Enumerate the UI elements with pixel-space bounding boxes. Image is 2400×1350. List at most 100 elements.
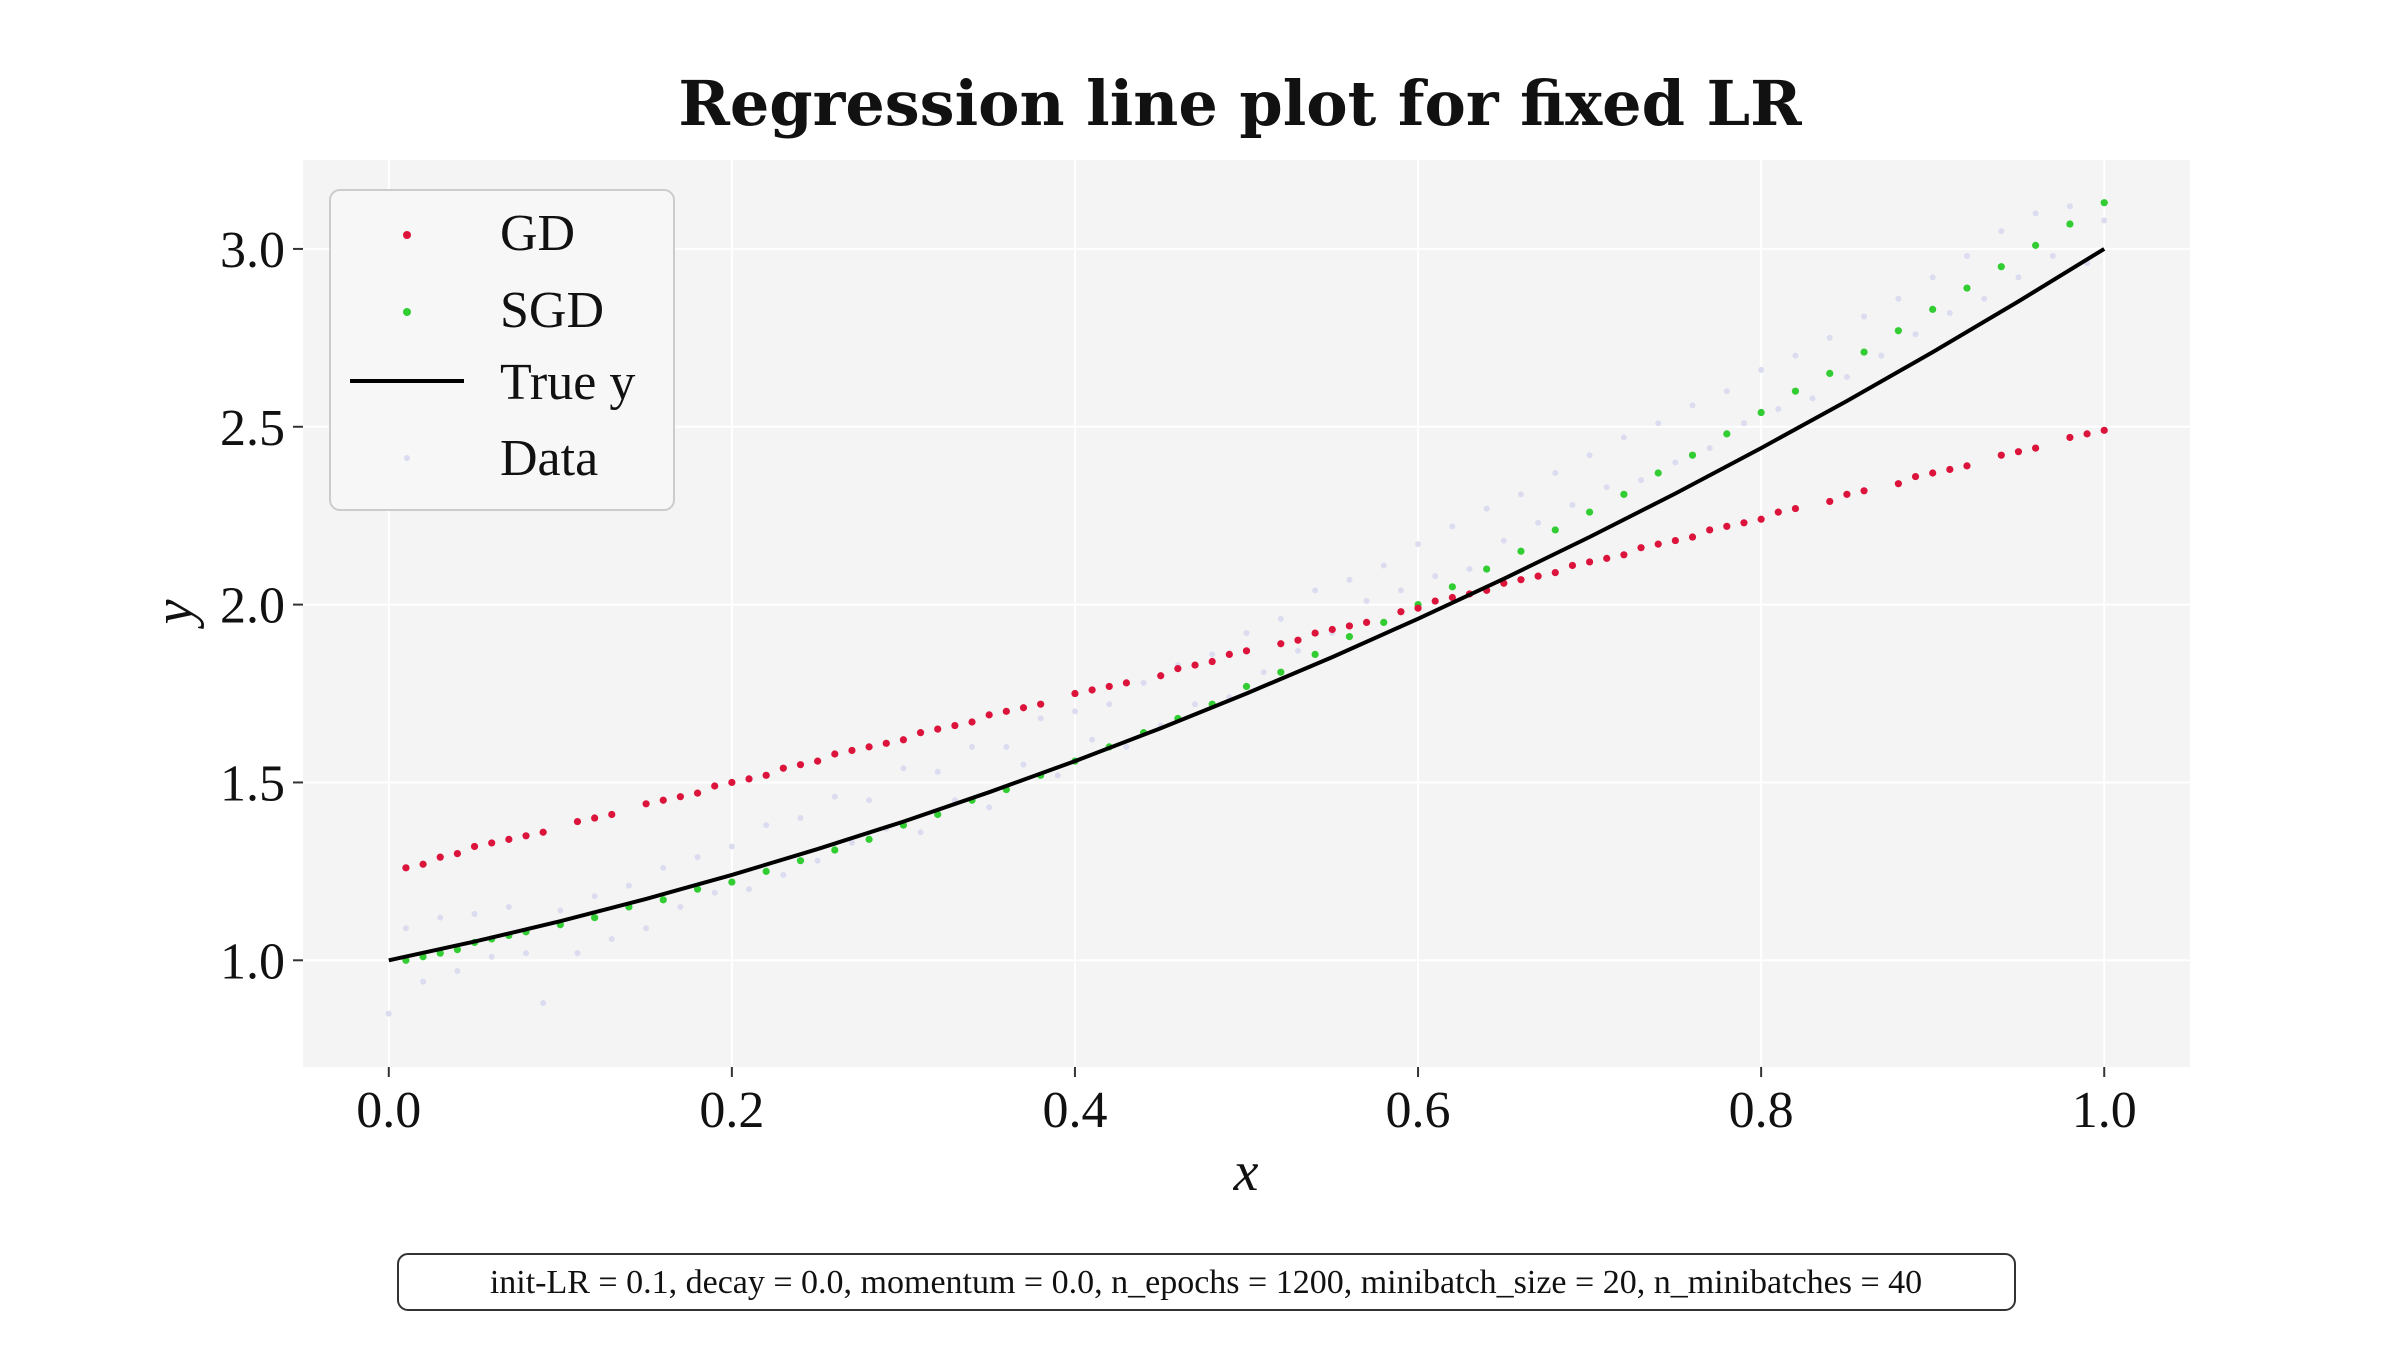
data-point bbox=[1792, 352, 1799, 359]
gd-point bbox=[1397, 608, 1405, 616]
data-point bbox=[934, 768, 941, 775]
data-point bbox=[1123, 743, 1130, 750]
data-point bbox=[1775, 405, 1782, 412]
data-point bbox=[1192, 701, 1199, 708]
y-axis-label: y bbox=[143, 599, 205, 629]
gd-point bbox=[1911, 472, 1920, 481]
data-point bbox=[746, 886, 753, 893]
data-point bbox=[574, 950, 581, 957]
data-point bbox=[1054, 772, 1061, 779]
sgd-point bbox=[453, 946, 461, 954]
data-point bbox=[1346, 576, 1353, 583]
gd-point bbox=[1311, 629, 1319, 637]
data-point bbox=[1672, 459, 1679, 466]
gd-point bbox=[1929, 469, 1937, 477]
data-point bbox=[1312, 587, 1319, 594]
data-point bbox=[1363, 598, 1370, 605]
gd-point bbox=[1894, 480, 1902, 488]
sgd-point bbox=[1860, 348, 1868, 356]
true-y-layer bbox=[388, 247, 2106, 963]
data-point bbox=[848, 839, 855, 846]
data-point bbox=[505, 903, 512, 910]
sgd-point bbox=[2100, 199, 2108, 207]
gd-point bbox=[814, 757, 822, 765]
data-point bbox=[694, 854, 701, 861]
gd-point bbox=[419, 860, 427, 868]
gd-point bbox=[1860, 487, 1868, 495]
data-point bbox=[1500, 537, 1507, 544]
data-point bbox=[1569, 502, 1576, 509]
gd-point bbox=[1122, 679, 1131, 687]
data-point bbox=[1037, 715, 1044, 722]
gd-point bbox=[1294, 636, 1302, 644]
legend-label-data: Data bbox=[500, 430, 598, 487]
data-point bbox=[1895, 295, 1902, 302]
gd-point bbox=[899, 736, 908, 744]
gd-point bbox=[1706, 526, 1714, 534]
sgd-point bbox=[693, 885, 702, 893]
x-tick-label: 0.6 bbox=[1386, 1082, 1451, 1139]
data-point bbox=[643, 925, 650, 932]
gd-point bbox=[745, 775, 753, 783]
data-point bbox=[2015, 274, 2022, 281]
hyperparameter-footer: init-LR = 0.1, decay = 0.0, momentum = 0… bbox=[397, 1253, 2016, 1311]
gd-point bbox=[453, 849, 461, 858]
x-tick-label: 0.2 bbox=[699, 1082, 764, 1139]
gd-point bbox=[848, 746, 856, 755]
data-point bbox=[540, 999, 547, 1006]
data-point bbox=[1020, 761, 1027, 768]
gd-point bbox=[1654, 540, 1662, 548]
gd-point bbox=[1791, 504, 1800, 513]
gd-point bbox=[1723, 522, 1731, 530]
data-point bbox=[1586, 452, 1593, 459]
data-point bbox=[1517, 491, 1524, 498]
x-tick-label: 0.4 bbox=[1042, 1082, 1107, 1139]
sgd-point bbox=[2066, 220, 2074, 228]
data-point bbox=[1260, 669, 1267, 676]
gd-point bbox=[2014, 448, 2023, 456]
gd-point bbox=[796, 761, 805, 769]
sgd-point bbox=[1963, 284, 1971, 292]
data-point bbox=[1277, 615, 1284, 622]
sgd-point bbox=[1551, 526, 1559, 534]
y-axis-ticks: 1.0 1.5 2.0 2.5 3.0 bbox=[220, 222, 303, 990]
sgd-point bbox=[1620, 490, 1628, 498]
sgd-point bbox=[591, 914, 599, 922]
data-point bbox=[711, 889, 718, 896]
gd-point bbox=[1551, 568, 1559, 577]
gd-point bbox=[916, 729, 925, 737]
gd-point bbox=[1088, 686, 1096, 694]
data-point bbox=[1620, 434, 1627, 441]
data-point bbox=[900, 765, 907, 772]
data-point bbox=[969, 743, 976, 750]
gd-point bbox=[1963, 462, 1971, 470]
data-point bbox=[1380, 562, 1387, 569]
data-point bbox=[2049, 253, 2056, 260]
sgd-point bbox=[1585, 508, 1594, 516]
legend-label-true-y: True y bbox=[500, 354, 635, 411]
gd-point bbox=[1740, 519, 1748, 527]
sgd-point bbox=[1654, 469, 1662, 477]
legend-marker-data bbox=[404, 455, 410, 461]
gd-point bbox=[951, 721, 959, 730]
gd-point bbox=[1277, 640, 1285, 648]
gd-point bbox=[985, 711, 993, 719]
data-point bbox=[780, 871, 787, 878]
gd-point bbox=[2032, 444, 2040, 452]
sgd-point bbox=[2032, 241, 2040, 249]
gd-point bbox=[728, 778, 736, 787]
data-point bbox=[2066, 203, 2073, 210]
data-layer bbox=[385, 203, 2108, 1017]
data-point bbox=[1466, 566, 1473, 573]
sgd-point bbox=[1826, 369, 1834, 378]
data-point bbox=[1449, 523, 1456, 530]
gd-point bbox=[522, 832, 530, 840]
data-point bbox=[797, 815, 804, 822]
gd-point bbox=[1242, 647, 1251, 655]
sgd-point bbox=[865, 835, 873, 843]
data-point bbox=[1912, 331, 1919, 338]
data-point bbox=[677, 903, 684, 910]
sgd-point bbox=[1448, 583, 1456, 591]
data-point bbox=[591, 893, 598, 900]
data-point bbox=[1432, 573, 1439, 580]
